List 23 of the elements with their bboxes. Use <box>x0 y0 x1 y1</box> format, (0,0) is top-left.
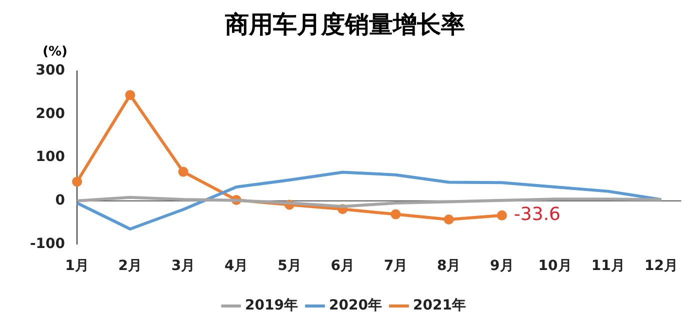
x-tick-label: 8月 <box>436 258 461 274</box>
x-tick-label: 5月 <box>278 258 302 274</box>
legend-label: 2020年 <box>329 298 382 314</box>
y-tick-label: 100 <box>36 149 66 166</box>
annotation: -33.6 <box>514 204 561 226</box>
x-tick-label: 7月 <box>384 258 408 274</box>
x-tick-label: 1月 <box>65 258 89 274</box>
x-tick-label: 11月 <box>591 258 625 274</box>
x-tick-label: 4月 <box>224 258 248 274</box>
y-tick-label: 0 <box>55 192 66 208</box>
x-tick-label: 6月 <box>330 258 354 274</box>
y-tick-label: 200 <box>36 106 66 122</box>
x-tick-label: 9月 <box>490 258 514 274</box>
y-tick-label: 300 <box>36 62 66 78</box>
x-tick-label: 12月 <box>644 258 678 274</box>
legend-label: 2019年 <box>245 298 298 314</box>
legend-label: 2021年 <box>412 298 466 314</box>
chart-title: 商用车月度销量增长率 <box>224 10 465 39</box>
y-axis-title: (%) <box>42 44 68 60</box>
x-tick-label: 2月 <box>118 258 142 274</box>
x-tick-label: 10月 <box>538 258 572 274</box>
y-tick-label: -100 <box>30 236 66 252</box>
x-tick-label: 3月 <box>171 258 196 274</box>
